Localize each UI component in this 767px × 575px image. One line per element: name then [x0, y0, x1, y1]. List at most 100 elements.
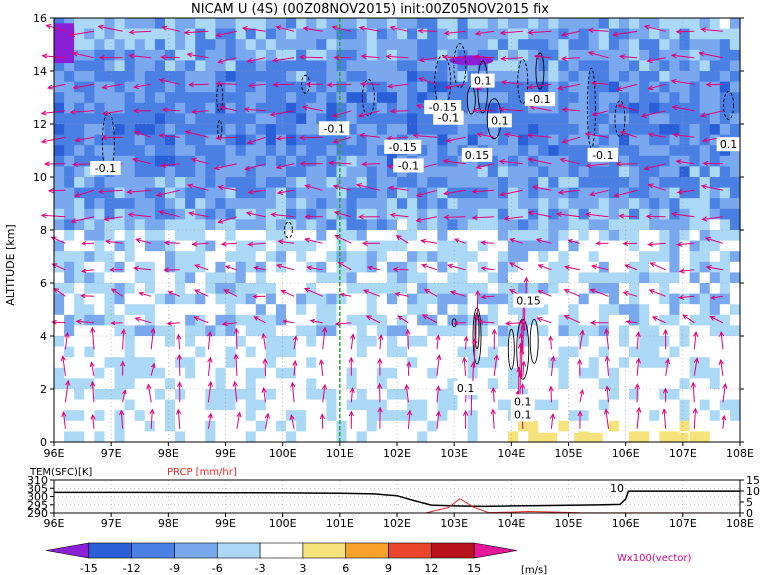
contour-label-box — [510, 394, 535, 409]
wind-vectors — [40, 24, 728, 429]
x-tick-label: 96E — [44, 447, 65, 460]
x-tick-label: 108E — [726, 447, 754, 460]
contour-label-box — [716, 137, 741, 152]
contour-label-box — [461, 147, 493, 162]
y-tick-label: 0 — [40, 436, 47, 449]
contour-label-box — [384, 139, 422, 154]
colorbar-level: 9 — [385, 562, 392, 575]
y-tick-label: 12 — [33, 118, 47, 131]
surface-x-tick-label: 102E — [383, 517, 411, 530]
contour-label: 0.15 — [516, 295, 541, 308]
colorbar-swatch — [302, 542, 347, 559]
surface-left-tick-label: 295 — [27, 499, 48, 512]
colorbar: -15 -12 -9 -6 -3 3 6 9 12 15 — [45, 542, 518, 575]
contour-label-box — [587, 147, 618, 162]
colorbar-level: -3 — [255, 562, 266, 575]
surface-x-tick-label: 103E — [440, 517, 468, 530]
contour-label: 0.1 — [514, 409, 532, 422]
contour-label-box — [470, 73, 495, 88]
x-tick-label: 104E — [497, 447, 525, 460]
surface-x-tick-label: 104E — [497, 517, 525, 530]
contour-label-box — [524, 92, 556, 107]
surface-left-tick-label: 290 — [27, 507, 48, 520]
surface-x-tick-label: 107E — [669, 517, 697, 530]
surface-x-tick-label: 98E — [158, 517, 179, 530]
contour-label-box — [318, 121, 350, 136]
colorbar-level: -6 — [212, 562, 223, 575]
contour-label: 0.1 — [514, 395, 532, 408]
colorbar-swatch — [45, 542, 90, 559]
colorbar-swatch — [345, 542, 389, 559]
contour-label: 0.1 — [491, 114, 509, 127]
surface-x-tick-label: 101E — [326, 517, 354, 530]
chart-title: NICAM U (4S) (00Z08NOV2015) init:00Z05NO… — [191, 2, 549, 17]
colorbar-swatch — [259, 542, 304, 559]
surface-panel: 10 TEM(SFC)[K] PRCP [mm/hr] 96E 97E 98E 99E… — [27, 467, 760, 530]
surface-x-tick-label: 100E — [269, 517, 297, 530]
surface-axes: 96E 97E 98E 99E 100E 101E 102E 103E 104E 105E 106E… — [27, 474, 760, 530]
colorbar-swatch — [431, 542, 475, 559]
contour-label: -0.1 — [95, 162, 116, 175]
x-tick-label: 105E — [555, 447, 583, 460]
surface-right-tick-label: 5 — [746, 496, 753, 509]
x-tick-label: 107E — [669, 447, 697, 460]
surface-x-tick-label: 105E — [555, 517, 583, 530]
main-axes: 96E 97E 98E 99E 100E 101E 102E 103E 104E 105E 106E… — [33, 12, 754, 460]
surface-x-tick-label: 99E — [215, 517, 236, 530]
y-tick-label: 16 — [33, 12, 47, 25]
colorbar-swatch — [473, 542, 518, 559]
y-tick-label: 2 — [40, 383, 47, 396]
x-tick-label: 106E — [612, 447, 640, 460]
contour-label-box — [424, 100, 462, 115]
y-tick-label: 6 — [40, 277, 47, 290]
x-tick-label: 99E — [215, 447, 236, 460]
colorbar-swatch — [131, 542, 175, 559]
surface-x-tick-label: 97E — [101, 517, 122, 530]
y-axis-label: ALTITUDE [km] — [4, 224, 17, 305]
contour-label: -0.1 — [529, 93, 550, 106]
temperature-line — [54, 490, 740, 508]
contour-label: -0.1 — [592, 149, 613, 162]
contour-label: -0.1 — [438, 112, 459, 125]
contour-label-box — [453, 381, 478, 395]
surface-x-tick-label: 96E — [44, 517, 65, 530]
colorbar-level: -12 — [123, 562, 141, 575]
colorbar-level: 6 — [342, 562, 349, 575]
colorbar-level: 3 — [299, 562, 306, 575]
x-tick-label: 97E — [101, 447, 122, 460]
x-tick-label: 98E — [158, 447, 179, 460]
colorbar-level: -9 — [169, 562, 180, 575]
surface-annotation: 10 — [610, 482, 624, 495]
contour-label: -0.1 — [323, 122, 344, 135]
contour-label-box — [433, 110, 464, 125]
colorbar-swatch — [88, 542, 132, 559]
colorbar-level: 12 — [424, 562, 438, 575]
y-tick-label: 14 — [33, 65, 47, 78]
surface-right-tick-label: 10 — [746, 485, 760, 498]
surface-x-tick-label: 106E — [612, 517, 640, 530]
surface-x-tick-label: 108E — [726, 517, 754, 530]
contour-label: 0.1 — [474, 75, 492, 88]
surface-right-tick-label: 0 — [746, 507, 753, 520]
contour-label-box — [393, 158, 424, 173]
contour-label-box — [513, 293, 544, 308]
contour-labels: -0.1-0.1-0.15-0.1-0.15-0.10.10.10.15-0.1… — [90, 73, 741, 422]
surface-left-label: TEM(SFC)[K] — [29, 467, 92, 478]
y-tick-label: 8 — [40, 224, 47, 237]
surface-right-label: PRCP [mm/hr] — [167, 467, 237, 478]
x-tick-label: 100E — [269, 447, 297, 460]
contour-label: 0.15 — [465, 149, 490, 162]
y-tick-label: 4 — [40, 330, 47, 343]
y-tick-label: 10 — [33, 171, 47, 184]
surface-left-tick-label: 305 — [27, 482, 48, 495]
colorbar-swatch — [216, 542, 261, 559]
contour-label-box — [488, 113, 512, 128]
colorbar-swatch — [174, 542, 218, 559]
contour-label: -0.15 — [388, 141, 416, 154]
surface-grid — [54, 480, 740, 513]
contour-label: 0.1 — [457, 382, 475, 395]
contour-label-box — [510, 407, 535, 422]
x-tick-label: 101E — [326, 447, 354, 460]
contour-label: 0.1 — [720, 138, 738, 151]
contour-label: -0.1 — [398, 159, 419, 172]
